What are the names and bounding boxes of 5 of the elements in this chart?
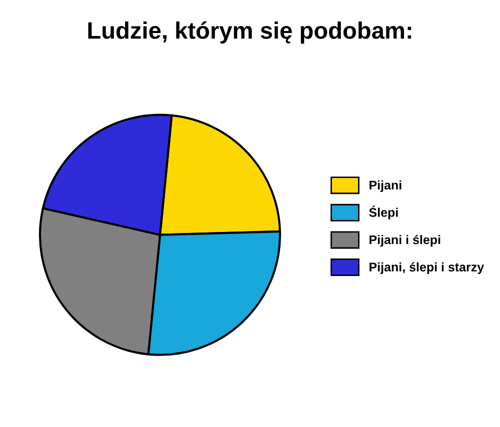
- legend-label: Pijani i ślepi: [370, 234, 440, 247]
- legend-label: Pijani, ślepi i starzy: [370, 262, 484, 274]
- chart-title: Ludzie, którym się podobam:: [88, 21, 412, 44]
- legend-label: Ślepi: [369, 206, 398, 220]
- legend-label: Pijani: [370, 180, 402, 192]
